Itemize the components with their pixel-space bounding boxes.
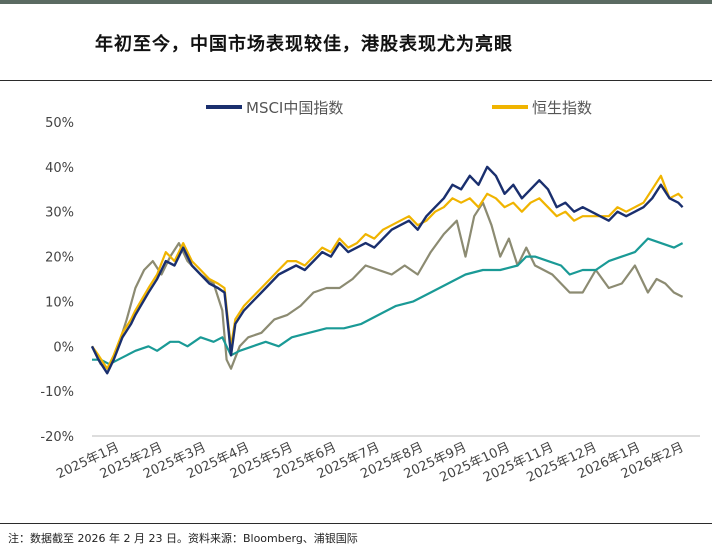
series-line-3 xyxy=(91,201,684,370)
footer-divider xyxy=(0,523,712,524)
y-tick-label: 10% xyxy=(45,295,74,310)
title-divider xyxy=(0,80,712,81)
legend-label: 恒生指数 xyxy=(532,99,592,117)
y-tick-label: 30% xyxy=(45,206,74,221)
page-title: 年初至今，中国市场表现较佳，港股表现尤为亮眼 xyxy=(95,34,513,55)
y-tick-label: 20% xyxy=(45,251,74,266)
series-line-1 xyxy=(91,174,684,370)
y-tick-label: -20% xyxy=(40,430,74,445)
series-line-2 xyxy=(92,237,684,366)
y-tick-label: -10% xyxy=(40,385,74,400)
legend-label: MSCI中国指数 xyxy=(246,99,343,117)
y-tick-label: 40% xyxy=(45,161,74,176)
top-border xyxy=(0,0,712,4)
y-tick-label: 0% xyxy=(53,340,74,355)
source-note: 注：数据截至 2026 年 2 月 23 日。资料来源：Bloomberg、浦银… xyxy=(8,532,358,545)
series-line-0 xyxy=(90,165,684,375)
y-tick-label: 50% xyxy=(45,116,74,131)
line-chart: -20%-10%0%10%20%30%40%50% 2025年1月2025年2月… xyxy=(40,99,700,486)
